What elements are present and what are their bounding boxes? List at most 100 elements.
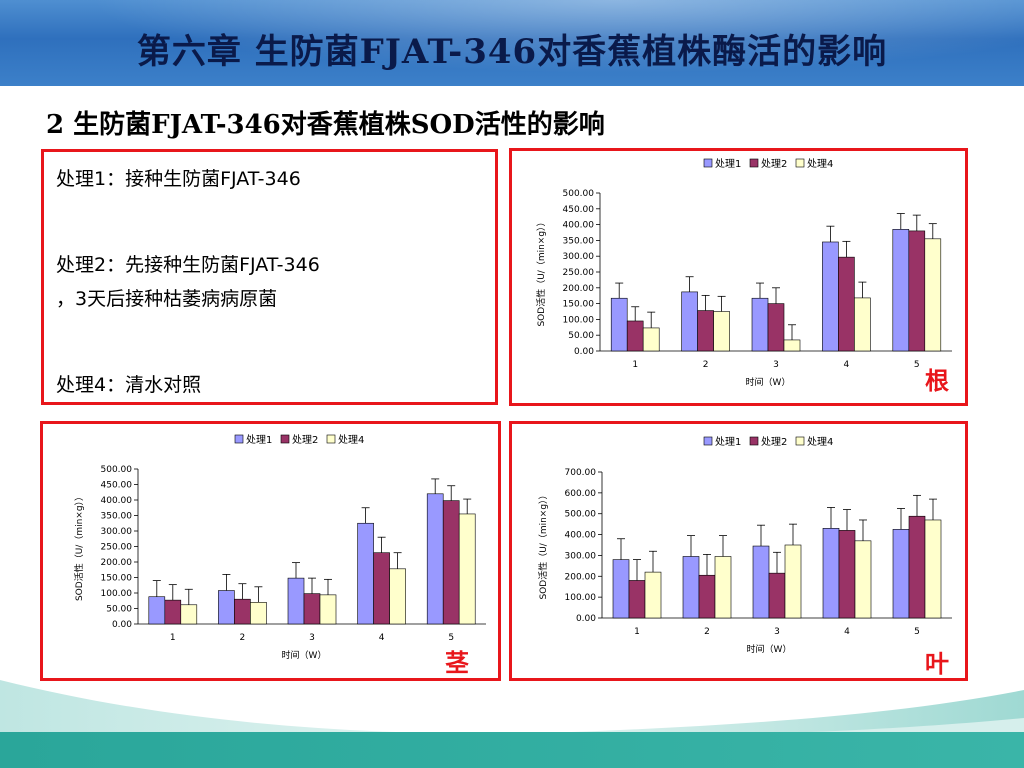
bar: [924, 238, 942, 352]
bar: [164, 599, 182, 625]
legend-label: 处理4: [807, 158, 833, 170]
bar: [892, 529, 910, 619]
y-tick-label: 300.00: [563, 252, 595, 262]
y-tick-label: 200.00: [563, 284, 595, 294]
x-tick-label: 1: [634, 627, 640, 637]
bar: [357, 522, 374, 625]
legend-label: 处理2: [761, 158, 787, 170]
bar: [908, 515, 926, 619]
x-tick-label: 1: [170, 633, 176, 643]
x-tick-label: 3: [773, 360, 779, 370]
y-tick-label: 500.00: [565, 510, 597, 520]
legend-label: 处理4: [338, 434, 364, 446]
bar: [373, 552, 390, 625]
y-axis-title: SOD活性（U/（min×g））: [537, 490, 549, 599]
x-tick-label: 4: [379, 633, 385, 643]
treatment-1-text: 处理1：接种生防菌FJAT-346: [56, 168, 301, 190]
bar: [822, 528, 840, 619]
y-tick-label: 500.00: [101, 465, 133, 475]
x-axis-title: 时间（W）: [747, 643, 792, 655]
y-axis-title: SOD活性（U/（min×g））: [535, 217, 547, 326]
chart-panel-stem: 处理1 处理2 处理4 0.00 50.00 100.00 150.00 200.00 250.…: [40, 421, 501, 681]
x-tick-label: 2: [704, 627, 710, 637]
y-tick-label: 50.00: [106, 605, 132, 615]
y-tick-label: 700.00: [565, 468, 597, 478]
bar: [626, 320, 644, 352]
bar: [908, 230, 926, 352]
y-tick-label: 300.00: [101, 527, 133, 537]
legend-swatch: [749, 436, 759, 446]
x-tick-label: 4: [844, 627, 850, 637]
chart-legend: 处理1 处理2 处理4: [234, 434, 364, 446]
y-tick-label: 400.00: [101, 496, 133, 506]
bar: [838, 256, 855, 352]
y-tick-label: 0.00: [112, 620, 132, 630]
y-tick-label: 400.00: [565, 531, 597, 541]
y-tick-label: 200.00: [565, 572, 597, 582]
bar: [697, 310, 714, 352]
bar: [752, 545, 770, 619]
bar: [681, 291, 698, 352]
header-banner: [0, 0, 1024, 86]
bar: [303, 593, 321, 625]
bar: [218, 590, 235, 625]
bar: [612, 559, 630, 619]
legend-label: 处理1: [715, 158, 741, 170]
y-tick-label: 350.00: [101, 512, 133, 522]
bar: [389, 568, 406, 625]
y-tick-label: 250.00: [101, 543, 133, 553]
chart-legend: 处理1 处理2 处理4: [703, 158, 833, 170]
y-tick-label: 100.00: [101, 589, 133, 599]
x-tick-label: 5: [914, 627, 920, 637]
treatment-2-text-cont: ，3天后接种枯萎病病原菌: [56, 288, 278, 310]
bar: [458, 513, 476, 625]
bar: [319, 594, 337, 625]
legend-swatch: [280, 434, 290, 444]
y-tick-label: 500.00: [563, 189, 595, 199]
y-tick-label: 250.00: [563, 268, 595, 278]
bar: [768, 572, 786, 619]
x-tick-label: 2: [703, 360, 709, 370]
chart-legend: 处理1 处理2 处理4: [703, 436, 833, 448]
y-tick-label: 400.00: [563, 221, 595, 231]
bar: [822, 241, 839, 352]
bar: [854, 297, 871, 352]
y-tick-label: 150.00: [101, 574, 133, 584]
bar: [426, 493, 444, 625]
legend-swatch: [703, 436, 713, 446]
bar: [148, 596, 166, 625]
bar: [767, 303, 785, 352]
panel-label-stem: 茎: [445, 648, 469, 677]
panel-label-root: 根: [925, 366, 949, 395]
bar: [610, 297, 628, 352]
bar: [924, 519, 942, 619]
y-tick-label: 0.00: [574, 347, 594, 357]
chart-panel-root: 处理1 处理2 处理4 0.00 50.00 100.00 150.00 200.00 250.…: [509, 148, 968, 406]
bar: [250, 602, 267, 625]
legend-swatch: [795, 436, 805, 446]
treatment-legend-box: 处理1：接种生防菌FJAT-346 处理2：先接种生防菌FJAT-346 ，3天…: [41, 149, 498, 405]
bar: [892, 229, 910, 352]
legend-swatch: [703, 158, 713, 168]
bar: [698, 574, 716, 619]
legend-swatch: [326, 434, 336, 444]
footer-wave-decoration: [0, 680, 1024, 768]
treatment-4-text: 处理4：清水对照: [56, 374, 202, 396]
y-tick-label: 600.00: [565, 489, 597, 499]
x-axis-title: 时间（W）: [282, 649, 327, 661]
bar: [180, 604, 198, 625]
legend-label: 处理2: [292, 434, 318, 446]
legend-swatch: [795, 158, 805, 168]
bar: [644, 571, 662, 619]
section-subtitle: 2 生防菌FJAT-346对香蕉植株SOD活性的影响: [46, 110, 605, 140]
y-tick-label: 0.00: [576, 614, 596, 624]
chart-root-sod: 处理1 处理2 处理4 0.00 50.00 100.00 150.00 200.00 250.…: [535, 158, 952, 388]
bar: [642, 327, 660, 352]
chart-stem-sod: 处理1 处理2 处理4 0.00 50.00 100.00 150.00 200.00 250.…: [73, 434, 486, 661]
bar: [442, 500, 460, 625]
panel-label-leaf: 叶: [925, 649, 949, 678]
legend-label: 处理1: [715, 436, 741, 448]
bar: [784, 544, 802, 619]
slide-title: 第六章 生防菌FJAT-346对香蕉植株酶活的影响: [136, 32, 888, 72]
y-tick-label: 100.00: [563, 315, 595, 325]
